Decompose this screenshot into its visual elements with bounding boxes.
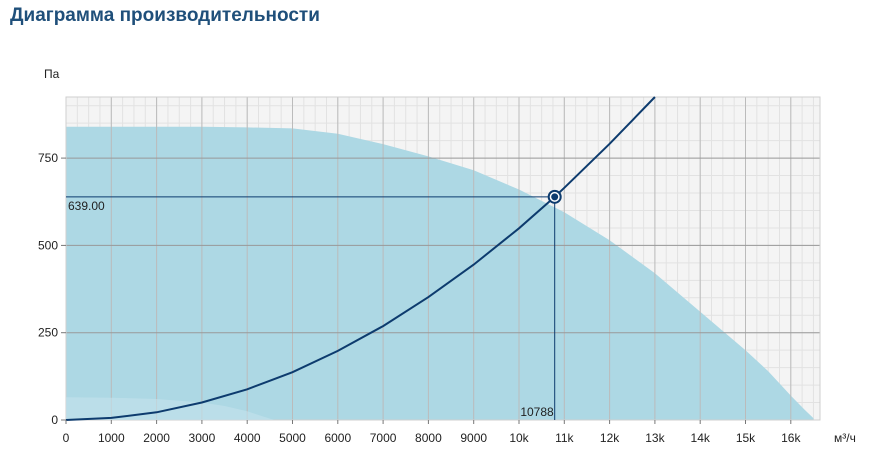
operating-point-marker-core [551, 193, 559, 201]
operating-point-pressure-label: 639.00 [68, 199, 105, 213]
x-axis-label: м³/ч [834, 431, 856, 445]
x-tick-label: 2000 [143, 431, 170, 445]
y-axis-ticks: 0 250 500 750 [38, 151, 66, 427]
major-grid [66, 97, 820, 421]
x-tick-label: 10k [509, 431, 529, 445]
x-tick-label: 14k [691, 431, 711, 445]
y-tick-label: 250 [38, 326, 58, 340]
system-curve-line [65, 96, 656, 421]
x-tick-label: 16k [781, 431, 801, 445]
x-tick-label: 0 [63, 431, 70, 445]
y-tick-label: 0 [51, 413, 58, 427]
x-tick-label: 6000 [324, 431, 351, 445]
x-tick-label: 11k [555, 431, 574, 445]
x-tick-label: 9000 [460, 431, 487, 445]
x-tick-label: 5000 [279, 431, 306, 445]
y-axis-label: Па [44, 67, 60, 81]
x-tick-label: 13k [645, 431, 665, 445]
x-tick-label: 1000 [98, 431, 125, 445]
page-title: Диаграмма производительности [10, 5, 320, 26]
x-tick-label: 3000 [189, 431, 216, 445]
x-axis-ticks: 0 1000 2000 3000 4000 5000 6000 7000 8000 9000 10k… [63, 420, 801, 445]
y-tick-label: 750 [38, 151, 58, 165]
operating-range-area [66, 126, 814, 420]
x-tick-label: 12k [600, 431, 620, 445]
plot-frame [65, 96, 821, 421]
operating-point-flow-label: 10788 [520, 405, 554, 419]
x-tick-label: 7000 [370, 431, 397, 445]
x-tick-label: 4000 [234, 431, 261, 445]
x-tick-label: 8000 [415, 431, 442, 445]
x-tick-label: 15k [736, 431, 756, 445]
y-tick-label: 500 [38, 238, 58, 252]
